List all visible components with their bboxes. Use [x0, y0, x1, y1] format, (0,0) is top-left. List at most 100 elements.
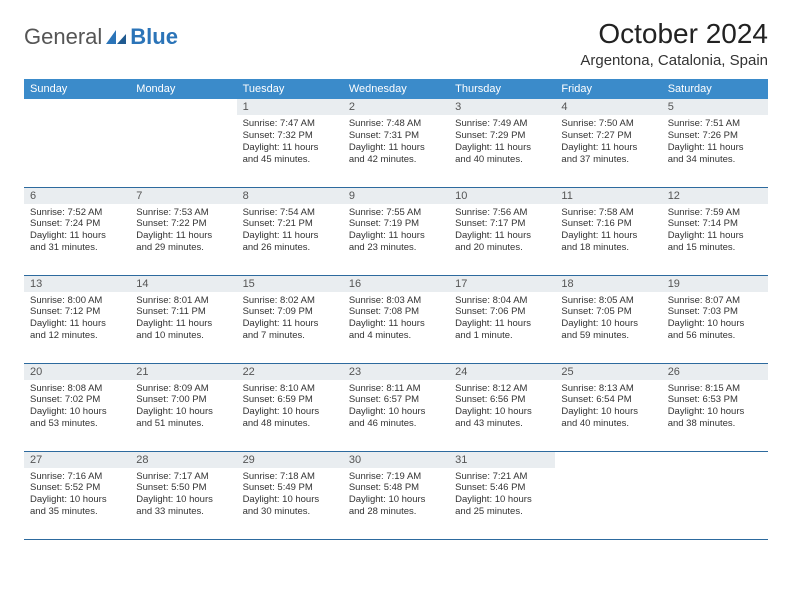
calendar-cell: 30Sunrise: 7:19 AMSunset: 5:48 PMDayligh… — [343, 451, 449, 539]
sunset-text: Sunset: 7:02 PM — [30, 394, 124, 406]
sunrise-text: Sunrise: 7:58 AM — [561, 207, 655, 219]
daylight-text: Daylight: 10 hours and 56 minutes. — [668, 318, 762, 342]
day-number: 14 — [130, 276, 236, 292]
sunrise-text: Sunrise: 7:18 AM — [243, 471, 337, 483]
daylight-text: Daylight: 10 hours and 48 minutes. — [243, 406, 337, 430]
calendar-cell: 7Sunrise: 7:53 AMSunset: 7:22 PMDaylight… — [130, 187, 236, 275]
day-body: Sunrise: 7:47 AMSunset: 7:32 PMDaylight:… — [237, 115, 343, 170]
location-label: Argentona, Catalonia, Spain — [580, 52, 768, 69]
sunset-text: Sunset: 6:54 PM — [561, 394, 655, 406]
sunset-text: Sunset: 5:49 PM — [243, 482, 337, 494]
day-number: 10 — [449, 188, 555, 204]
day-body: Sunrise: 8:01 AMSunset: 7:11 PMDaylight:… — [130, 292, 236, 347]
calendar-cell: 22Sunrise: 8:10 AMSunset: 6:59 PMDayligh… — [237, 363, 343, 451]
day-number: 20 — [24, 364, 130, 380]
day-body: Sunrise: 8:08 AMSunset: 7:02 PMDaylight:… — [24, 380, 130, 435]
weekday-header: Friday — [555, 79, 661, 99]
sunset-text: Sunset: 5:46 PM — [455, 482, 549, 494]
sunrise-text: Sunrise: 8:13 AM — [561, 383, 655, 395]
sunset-text: Sunset: 7:06 PM — [455, 306, 549, 318]
day-number: 17 — [449, 276, 555, 292]
sunset-text: Sunset: 7:17 PM — [455, 218, 549, 230]
sunrise-text: Sunrise: 7:17 AM — [136, 471, 230, 483]
daylight-text: Daylight: 10 hours and 25 minutes. — [455, 494, 549, 518]
day-body: Sunrise: 7:55 AMSunset: 7:19 PMDaylight:… — [343, 204, 449, 259]
sunset-text: Sunset: 7:27 PM — [561, 130, 655, 142]
sunrise-text: Sunrise: 7:21 AM — [455, 471, 549, 483]
day-body: Sunrise: 7:58 AMSunset: 7:16 PMDaylight:… — [555, 204, 661, 259]
sunset-text: Sunset: 6:56 PM — [455, 394, 549, 406]
daylight-text: Daylight: 11 hours and 12 minutes. — [30, 318, 124, 342]
day-number: 5 — [662, 99, 768, 115]
daylight-text: Daylight: 10 hours and 43 minutes. — [455, 406, 549, 430]
day-body: Sunrise: 8:00 AMSunset: 7:12 PMDaylight:… — [24, 292, 130, 347]
daylight-text: Daylight: 11 hours and 34 minutes. — [668, 142, 762, 166]
calendar-cell — [130, 99, 236, 187]
calendar-cell: 31Sunrise: 7:21 AMSunset: 5:46 PMDayligh… — [449, 451, 555, 539]
calendar-table: SundayMondayTuesdayWednesdayThursdayFrid… — [24, 79, 768, 540]
daylight-text: Daylight: 11 hours and 10 minutes. — [136, 318, 230, 342]
day-body: Sunrise: 7:53 AMSunset: 7:22 PMDaylight:… — [130, 204, 236, 259]
calendar-cell: 8Sunrise: 7:54 AMSunset: 7:21 PMDaylight… — [237, 187, 343, 275]
calendar-cell: 17 Sunrise: 8:04 AMSunset: 7:06 PMDayligh… — [449, 275, 555, 363]
calendar-cell: 11Sunrise: 7:58 AMSunset: 7:16 PMDayligh… — [555, 187, 661, 275]
daylight-text: Daylight: 11 hours and 7 minutes. — [243, 318, 337, 342]
sunset-text: Sunset: 7:09 PM — [243, 306, 337, 318]
day-number: 22 — [237, 364, 343, 380]
sunset-text: Sunset: 5:48 PM — [349, 482, 443, 494]
calendar-cell — [662, 451, 768, 539]
day-number: 6 — [24, 188, 130, 204]
day-number: 27 — [24, 452, 130, 468]
sunrise-text: Sunrise: 8:08 AM — [30, 383, 124, 395]
page-title: October 2024 — [580, 18, 768, 50]
sunrise-text: Sunrise: 8:01 AM — [136, 295, 230, 307]
sunrise-text: Sunrise: 8:03 AM — [349, 295, 443, 307]
sunrise-text: Sunrise: 8:04 AM — [455, 295, 549, 307]
daylight-text: Daylight: 11 hours and 20 minutes. — [455, 230, 549, 254]
daylight-text: Daylight: 11 hours and 29 minutes. — [136, 230, 230, 254]
day-body: Sunrise: 7:51 AMSunset: 7:26 PMDaylight:… — [662, 115, 768, 170]
sunrise-text: Sunrise: 7:59 AM — [668, 207, 762, 219]
day-body: Sunrise: 8:07 AMSunset: 7:03 PMDaylight:… — [662, 292, 768, 347]
weekday-header: Tuesday — [237, 79, 343, 99]
sunset-text: Sunset: 7:11 PM — [136, 306, 230, 318]
daylight-text: Daylight: 10 hours and 38 minutes. — [668, 406, 762, 430]
sunset-text: Sunset: 7:26 PM — [668, 130, 762, 142]
sunset-text: Sunset: 7:29 PM — [455, 130, 549, 142]
day-number: 28 — [130, 452, 236, 468]
calendar-cell: 27Sunrise: 7:16 AMSunset: 5:52 PMDayligh… — [24, 451, 130, 539]
daylight-text: Daylight: 10 hours and 59 minutes. — [561, 318, 655, 342]
day-number: 13 — [24, 276, 130, 292]
sunrise-text: Sunrise: 8:09 AM — [136, 383, 230, 395]
daylight-text: Daylight: 10 hours and 40 minutes. — [561, 406, 655, 430]
daylight-text: Daylight: 11 hours and 1 minute. — [455, 318, 549, 342]
day-body: Sunrise: 8:03 AMSunset: 7:08 PMDaylight:… — [343, 292, 449, 347]
day-body: Sunrise: 7:17 AMSunset: 5:50 PMDaylight:… — [130, 468, 236, 523]
day-number: 8 — [237, 188, 343, 204]
sunrise-text: Sunrise: 8:11 AM — [349, 383, 443, 395]
sunset-text: Sunset: 7:19 PM — [349, 218, 443, 230]
calendar-cell: 20Sunrise: 8:08 AMSunset: 7:02 PMDayligh… — [24, 363, 130, 451]
daylight-text: Daylight: 10 hours and 51 minutes. — [136, 406, 230, 430]
day-body: Sunrise: 7:52 AMSunset: 7:24 PMDaylight:… — [24, 204, 130, 259]
sunrise-text: Sunrise: 7:53 AM — [136, 207, 230, 219]
calendar-cell: 16Sunrise: 8:03 AMSunset: 7:08 PMDayligh… — [343, 275, 449, 363]
daylight-text: Daylight: 11 hours and 15 minutes. — [668, 230, 762, 254]
daylight-text: Daylight: 10 hours and 53 minutes. — [30, 406, 124, 430]
calendar-cell: 19Sunrise: 8:07 AMSunset: 7:03 PMDayligh… — [662, 275, 768, 363]
weekday-header: Wednesday — [343, 79, 449, 99]
calendar-cell: 14Sunrise: 8:01 AMSunset: 7:11 PMDayligh… — [130, 275, 236, 363]
sunrise-text: Sunrise: 7:16 AM — [30, 471, 124, 483]
sunrise-text: Sunrise: 7:48 AM — [349, 118, 443, 130]
daylight-text: Daylight: 10 hours and 35 minutes. — [30, 494, 124, 518]
day-body: Sunrise: 8:12 AMSunset: 6:56 PMDaylight:… — [449, 380, 555, 435]
sunset-text: Sunset: 7:14 PM — [668, 218, 762, 230]
weekday-header: Monday — [130, 79, 236, 99]
calendar-cell: 12Sunrise: 7:59 AMSunset: 7:14 PMDayligh… — [662, 187, 768, 275]
calendar-cell: 1Sunrise: 7:47 AMSunset: 7:32 PMDaylight… — [237, 99, 343, 187]
sunset-text: Sunset: 6:59 PM — [243, 394, 337, 406]
sunset-text: Sunset: 7:12 PM — [30, 306, 124, 318]
sunset-text: Sunset: 7:08 PM — [349, 306, 443, 318]
sunset-text: Sunset: 7:22 PM — [136, 218, 230, 230]
sunrise-text: Sunrise: 7:55 AM — [349, 207, 443, 219]
